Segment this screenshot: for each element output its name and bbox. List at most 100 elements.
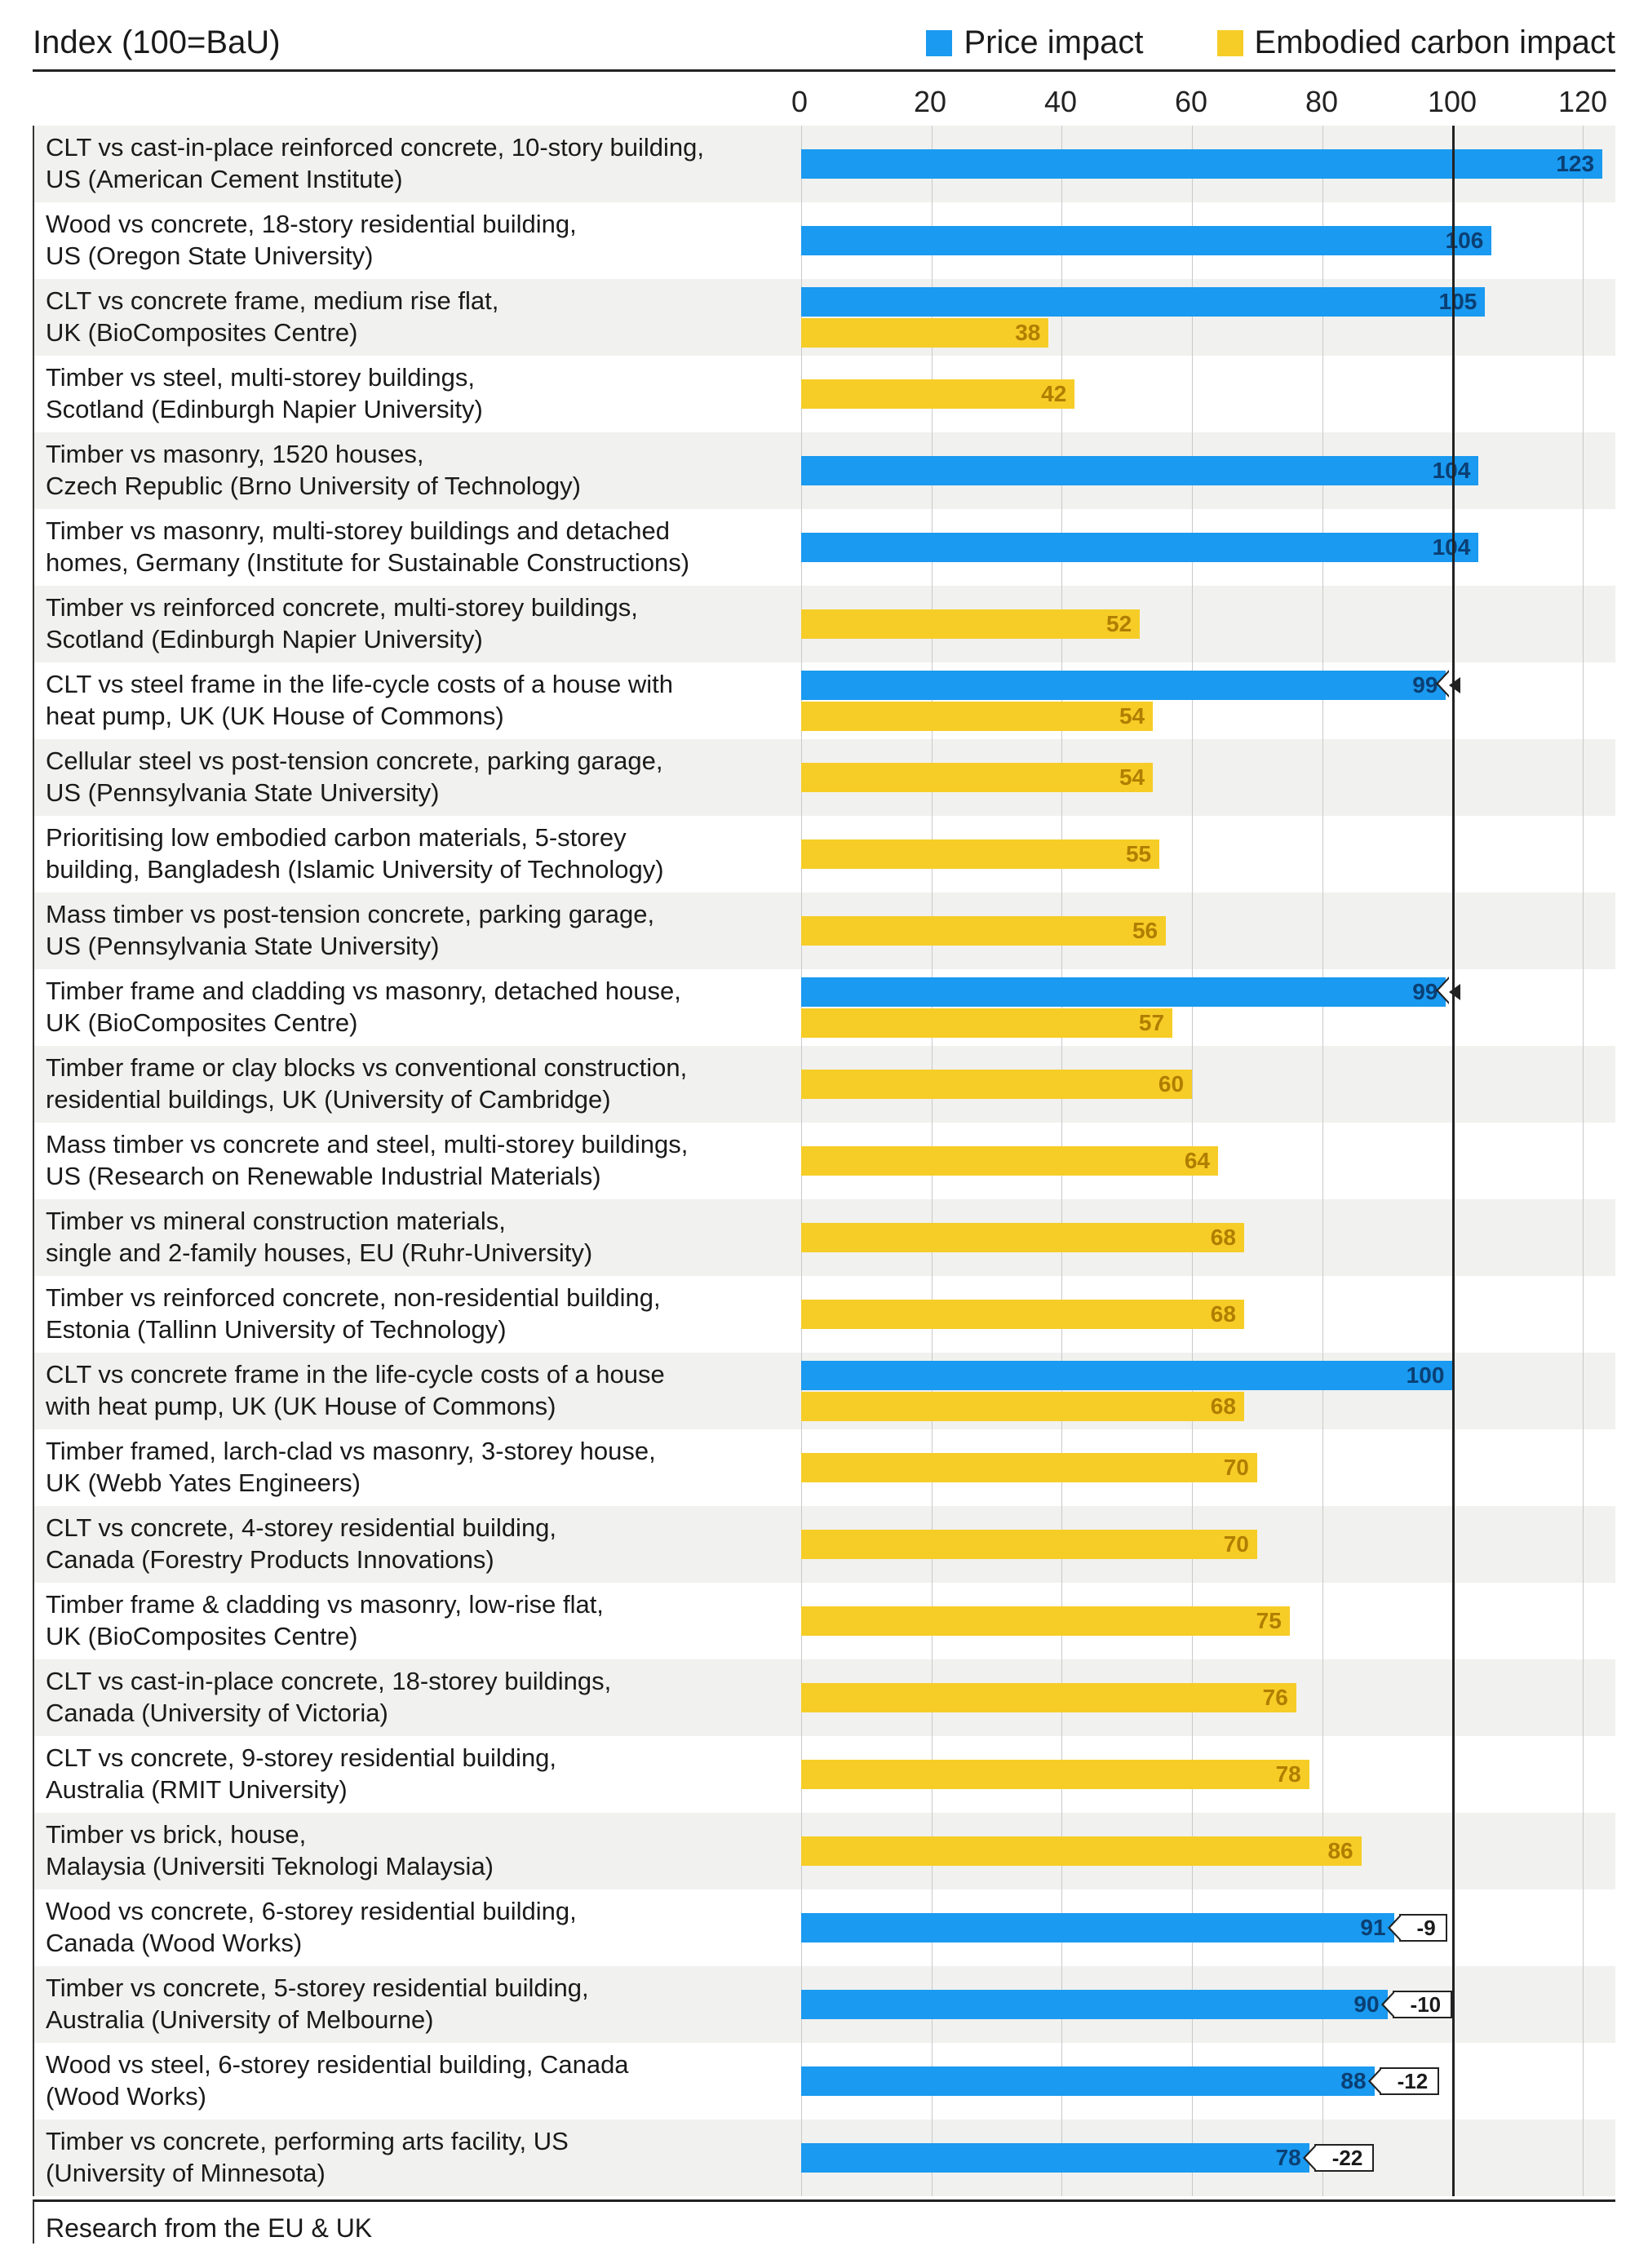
row-plot: 76 <box>801 1659 1615 1736</box>
data-row: Timber vs reinforced concrete, non-resid… <box>33 1276 1615 1353</box>
carbon-bar: 64 <box>801 1146 1615 1176</box>
baseline-100 <box>1452 586 1455 662</box>
price-bar: 104 <box>801 456 1615 485</box>
price-value: 105 <box>1439 289 1477 315</box>
row-plot: 86 <box>801 1813 1615 1889</box>
data-row: CLT vs concrete frame in the life-cycle … <box>33 1353 1615 1429</box>
row-plot: 99 54 <box>801 662 1615 739</box>
chart-rows: CLT vs cast-in-place reinforced concrete… <box>33 126 1615 2196</box>
baseline-100 <box>1452 2043 1455 2120</box>
data-row: Timber vs concrete, 5-storey residential… <box>33 1966 1615 2043</box>
carbon-bar: 75 <box>801 1606 1615 1636</box>
row-label: CLT vs concrete frame in the life-cycle … <box>34 1353 801 1429</box>
price-value: 99 <box>1412 979 1438 1005</box>
axis-tick: 60 <box>1175 85 1207 119</box>
carbon-value: 60 <box>1158 1071 1184 1097</box>
carbon-bar: 56 <box>801 916 1615 946</box>
price-value: 104 <box>1433 458 1471 484</box>
carbon-value: 76 <box>1263 1685 1288 1711</box>
data-row: CLT vs cast-in-place concrete, 18-storey… <box>33 1659 1615 1736</box>
row-plot: 88-12 <box>801 2043 1615 2120</box>
carbon-bar: 70 <box>801 1530 1615 1559</box>
data-row: Timber vs steel, multi-storey buildings,… <box>33 356 1615 432</box>
row-plot: 56 <box>801 893 1615 969</box>
baseline-100 <box>1452 1046 1455 1123</box>
price-value: 106 <box>1446 228 1484 254</box>
axis-tick: 20 <box>914 85 946 119</box>
carbon-value: 68 <box>1211 1225 1236 1251</box>
row-plot: 52 <box>801 586 1615 662</box>
legend: Price impact Embodied carbon impact <box>926 24 1615 61</box>
row-label: Cellular steel vs post-tension concrete,… <box>34 739 801 816</box>
data-row: Timber frame or clay blocks vs conventio… <box>33 1046 1615 1123</box>
row-label: Mass timber vs concrete and steel, multi… <box>34 1123 801 1199</box>
price-bar: 105 <box>801 287 1615 317</box>
carbon-value: 56 <box>1132 918 1158 944</box>
row-label: Timber vs reinforced concrete, multi-sto… <box>34 586 801 662</box>
carbon-value: 54 <box>1119 703 1145 729</box>
carbon-value: 70 <box>1224 1531 1249 1557</box>
row-plot: 100 68 <box>801 1353 1615 1429</box>
data-row: CLT vs concrete frame, medium rise flat,… <box>33 279 1615 356</box>
data-row: CLT vs concrete, 9-storey residential bu… <box>33 1736 1615 1813</box>
row-label: Timber vs concrete, performing arts faci… <box>34 2120 801 2196</box>
price-value: 100 <box>1407 1362 1445 1389</box>
row-plot: 9957 <box>801 969 1615 1046</box>
row-plot: 70 <box>801 1506 1615 1583</box>
row-label: CLT vs concrete, 9-storey residential bu… <box>34 1736 801 1813</box>
baseline-100 <box>1452 1429 1455 1506</box>
price-bar: 106 <box>801 226 1615 255</box>
baseline-100 <box>1452 1583 1455 1659</box>
baseline-100 <box>1452 1123 1455 1199</box>
data-row: Timber frame & cladding vs masonry, low-… <box>33 1583 1615 1659</box>
row-plot: 91-9 <box>801 1889 1615 1966</box>
row-label: Timber vs masonry, 1520 houses,Czech Rep… <box>34 432 801 509</box>
carbon-bar: 60 <box>801 1070 1615 1099</box>
data-row: Timber vs masonry, 1520 houses,Czech Rep… <box>33 432 1615 509</box>
row-label: CLT vs cast-in-place reinforced concrete… <box>34 126 801 202</box>
row-label: Wood vs concrete, 18-story residential b… <box>34 202 801 279</box>
price-bar: 99 <box>801 977 1615 1007</box>
legend-carbon: Embodied carbon impact <box>1217 24 1615 61</box>
row-plot: 70 <box>801 1429 1615 1506</box>
legend-price-label: Price impact <box>964 24 1143 61</box>
row-label: Timber vs masonry, multi-storey building… <box>34 509 801 586</box>
row-label: CLT vs cast-in-place concrete, 18-storey… <box>34 1659 801 1736</box>
row-label: Wood vs steel, 6-storey residential buil… <box>34 2043 801 2120</box>
row-plot: 54 <box>801 739 1615 816</box>
row-label: Timber vs concrete, 5-storey residential… <box>34 1966 801 2043</box>
carbon-bar: 68 <box>801 1392 1615 1421</box>
delta-tag: -9 <box>1399 1914 1447 1942</box>
row-plot: 106 <box>801 202 1615 279</box>
price-value: 99 <box>1412 672 1438 698</box>
data-row: Timber frame and cladding vs masonry, de… <box>33 969 1615 1046</box>
price-bar: 104 <box>801 533 1615 562</box>
chart-title: Index (100=BaU) <box>33 24 926 61</box>
data-row: Mass timber vs post-tension concrete, pa… <box>33 893 1615 969</box>
data-row: Timber framed, larch-clad vs masonry, 3-… <box>33 1429 1615 1506</box>
legend-price: Price impact <box>926 24 1143 61</box>
carbon-value: 64 <box>1185 1148 1210 1174</box>
delta-tag: -10 <box>1393 1991 1453 2018</box>
carbon-bar: 54 <box>801 702 1615 731</box>
row-label: Timber vs reinforced concrete, non-resid… <box>34 1276 801 1353</box>
row-label: Timber frame & cladding vs masonry, low-… <box>34 1583 801 1659</box>
baseline-100 <box>1452 279 1455 356</box>
row-plot: 78-22 <box>801 2120 1615 2196</box>
row-label: Wood vs concrete, 6-storey residential b… <box>34 1889 801 1966</box>
legend-carbon-label: Embodied carbon impact <box>1255 24 1615 61</box>
baseline-100 <box>1452 816 1455 893</box>
row-label: Prioritising low embodied carbon materia… <box>34 816 801 893</box>
carbon-value: 68 <box>1211 1393 1236 1420</box>
row-plot: 104 <box>801 432 1615 509</box>
carbon-bar: 54 <box>801 763 1615 792</box>
price-value: 78 <box>1276 2145 1301 2171</box>
row-label: Mass timber vs post-tension concrete, pa… <box>34 893 801 969</box>
carbon-value: 52 <box>1106 611 1132 637</box>
baseline-100 <box>1452 969 1455 1046</box>
row-plot: 64 <box>801 1123 1615 1199</box>
row-label: CLT vs concrete, 4-storey residential bu… <box>34 1506 801 1583</box>
row-label: Timber vs steel, multi-storey buildings,… <box>34 356 801 432</box>
axis-row: 020406080100120 <box>33 77 1615 126</box>
price-value: 123 <box>1556 151 1594 177</box>
